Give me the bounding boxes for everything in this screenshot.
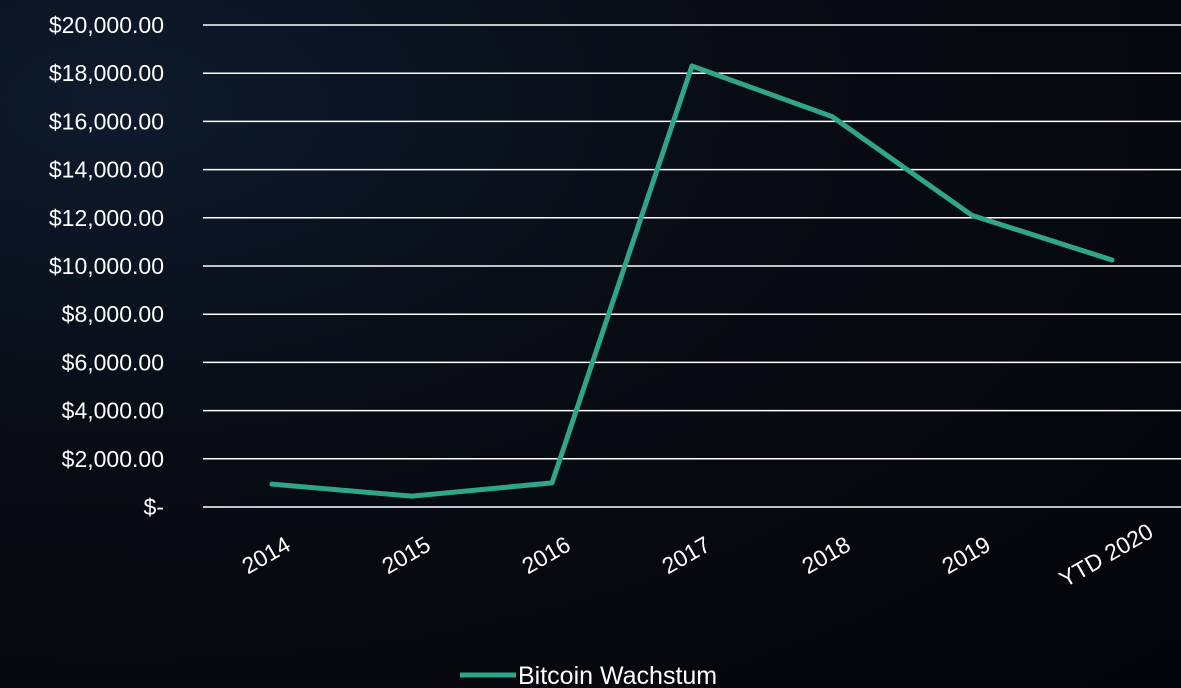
x-tick-label: 2017 — [657, 531, 714, 579]
x-tick-label: 2014 — [237, 531, 294, 579]
y-tick-label: $16,000.00 — [49, 108, 164, 134]
data-point — [269, 481, 275, 487]
y-tick-label: $- — [144, 494, 164, 520]
data-point — [689, 63, 695, 69]
x-tick-label: 2019 — [937, 531, 994, 579]
x-axis-labels: 2014 2015 2016 2017 2018 2019 YTD 2020 — [237, 518, 1157, 592]
y-axis-labels: $- $2,000.00 $4,000.00 $6,000.00 $8,000.00 $1… — [49, 12, 164, 520]
y-tick-label: $10,000.00 — [49, 253, 164, 279]
legend: Bitcoin Wachstum — [460, 662, 717, 688]
data-point — [549, 480, 555, 486]
x-tick-label: 2016 — [517, 531, 574, 579]
y-tick-label: $2,000.00 — [62, 446, 164, 472]
series-lines — [269, 63, 1115, 499]
x-tick-label: YTD 2020 — [1055, 518, 1158, 592]
x-tick-label: 2018 — [797, 531, 854, 579]
y-tick-label: $6,000.00 — [62, 349, 164, 375]
data-point — [1109, 257, 1115, 263]
y-tick-label: $14,000.00 — [49, 157, 164, 183]
series-line-bitcoin-wachstum — [269, 63, 1115, 499]
y-tick-label: $20,000.00 — [49, 12, 164, 38]
data-point — [969, 212, 975, 218]
data-point — [829, 114, 835, 120]
legend-label: Bitcoin Wachstum — [518, 662, 717, 688]
y-tick-label: $8,000.00 — [62, 301, 164, 327]
data-point — [409, 493, 415, 499]
y-tick-label: $12,000.00 — [49, 205, 164, 231]
gridlines — [203, 24, 1181, 508]
y-tick-label: $18,000.00 — [49, 60, 164, 86]
y-tick-label: $4,000.00 — [62, 398, 164, 424]
x-tick-label: 2015 — [377, 531, 434, 579]
